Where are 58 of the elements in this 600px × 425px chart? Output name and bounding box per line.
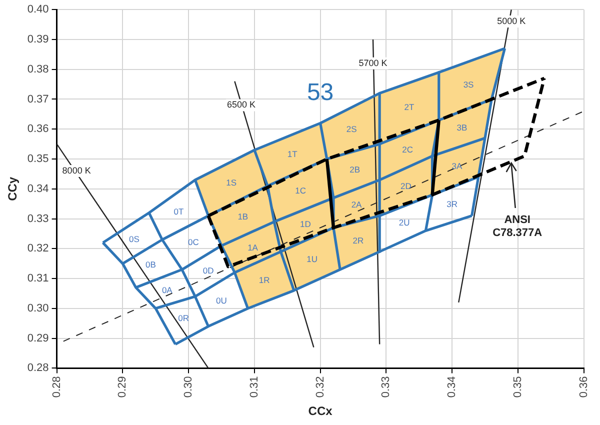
y-tick-label: 0.35 [27,153,49,166]
annotation: 2T [404,102,414,112]
annotation: 0C [188,237,199,248]
annotation: ANSI C78.377A [492,214,542,240]
annotation: 5000 K [497,16,526,26]
annotation: 0T [174,206,184,216]
annotation: 2S [346,124,358,134]
x-tick-label: 0.36 [578,376,590,398]
annotation: 0D [202,265,214,276]
y-tick-label: 0.31 [27,272,49,285]
annotation: 1T [287,148,298,159]
x-tick-label: 0.33 [380,376,392,398]
annotation: 0B [145,259,156,270]
y-tick-label: 0.30 [27,302,49,314]
y-tick-label: 0.40 [27,4,49,16]
y-tick-label: 0.38 [27,63,49,76]
annotation: 2A [351,200,362,210]
annotation: 8000 K [62,165,91,176]
annotation: 3A [452,160,463,171]
y-axis-title: CCy [6,176,20,201]
annotation: 2U [398,218,410,228]
annotation: 53 [306,78,334,106]
annotation: 3R [446,198,458,209]
y-tick-label: 0.33 [27,212,49,225]
x-tick-label: 0.29 [116,376,129,398]
annotation: 1R [258,275,270,286]
x-tick-label: 0.30 [182,376,195,398]
annotation: 2C [402,144,414,154]
annotation: 3S [463,79,474,90]
x-axis-title: CCx [308,404,333,418]
x-tick-label: 0.35 [512,376,524,398]
x-tick-label: 0.32 [314,376,326,398]
annotation: 3B [456,122,468,133]
annotation: 2D [400,181,412,191]
annotation: 1D [300,219,311,230]
x-tick-label: 0.31 [248,376,260,398]
x-tick-label: 0.28 [50,376,63,398]
annotation: 2B [350,164,360,175]
annotation: 0U [216,295,227,306]
annotation: 1U [306,254,318,264]
y-tick-label: 0.28 [27,362,49,374]
annotation: 6500 K [226,100,256,110]
annotation: 2R [352,236,364,246]
annotation: 1B [238,212,248,222]
y-tick-label: 0.34 [27,182,49,195]
y-tick-label: 0.37 [27,93,49,106]
annotation: 0S [129,234,140,244]
annotation: 1A [248,242,258,252]
annotation: 1C [295,185,306,196]
y-tick-label: 0.39 [27,34,49,46]
annotation: 0A [162,284,173,295]
y-tick-label: 0.36 [27,123,49,136]
y-tick-label: 0.32 [27,242,49,255]
annotation: 0R [178,313,190,324]
annotation: 1S [226,177,237,188]
x-tick-label: 0.34 [446,376,458,398]
annotation: 5700 K [358,58,388,68]
y-tick-label: 0.29 [27,332,49,344]
